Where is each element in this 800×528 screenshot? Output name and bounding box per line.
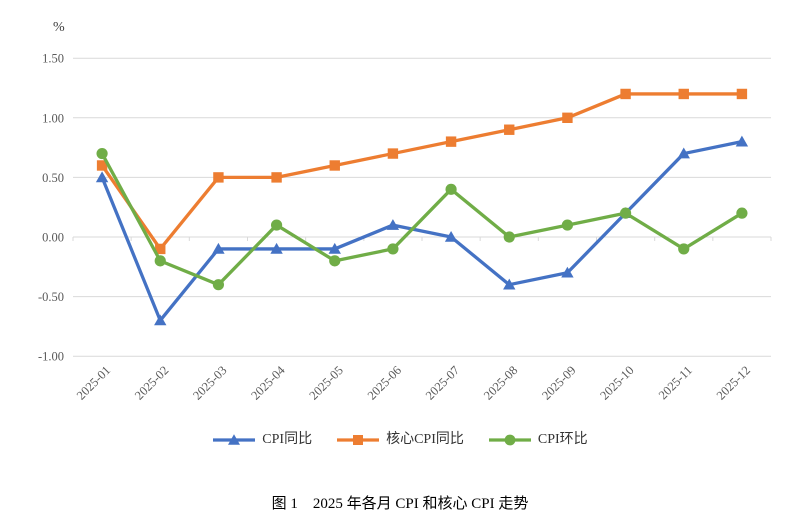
svg-text:2025-01: 2025-01 <box>74 363 113 402</box>
y-axis-unit-label: % <box>53 20 65 35</box>
figure-caption: 图 1 2025 年各月 CPI 和核心 CPI 走势 <box>271 496 529 512</box>
legend-marker-triangle-icon <box>213 434 256 445</box>
svg-text:2025-03: 2025-03 <box>190 363 229 402</box>
svg-text:2025-09: 2025-09 <box>539 363 578 402</box>
cpi-line-chart: 1.50 1.00 0.50 0.00 -0.50 -1.00 2025-01 2025-02… <box>38 52 772 403</box>
circle-marker-icon <box>504 434 516 446</box>
triangle-marker-icon <box>228 434 241 445</box>
svg-text:2025-10: 2025-10 <box>597 363 636 402</box>
legend-label: CPI同比 <box>262 432 313 447</box>
svg-text:0.00: 0.00 <box>42 231 64 245</box>
svg-text:2025-08: 2025-08 <box>481 363 520 402</box>
legend-item-core-cpi-yoy: 核心CPI同比 <box>336 433 464 447</box>
legend-label: 核心CPI同比 <box>386 432 464 447</box>
legend-marker-circle-icon <box>488 434 531 446</box>
chart-legend: CPI同比 核心CPI同比 CPI环比 <box>0 430 800 450</box>
legend-label: CPI环比 <box>537 432 588 447</box>
svg-text:0.50: 0.50 <box>42 171 64 185</box>
svg-text:2025-02: 2025-02 <box>132 363 171 402</box>
svg-text:2025-07: 2025-07 <box>423 363 462 402</box>
svg-text:-0.50: -0.50 <box>38 290 64 304</box>
svg-text:2025-12: 2025-12 <box>714 363 753 402</box>
legend-marker-square-icon <box>337 435 380 445</box>
legend-item-cpi-mom: CPI环比 <box>488 433 588 447</box>
svg-text:2025-05: 2025-05 <box>307 363 346 402</box>
svg-text:-1.00: -1.00 <box>38 350 64 364</box>
svg-text:2025-11: 2025-11 <box>656 363 695 402</box>
svg-text:1.50: 1.50 <box>42 52 64 66</box>
svg-text:2025-06: 2025-06 <box>365 363 404 402</box>
square-marker-icon <box>353 435 364 445</box>
legend-item-cpi-yoy: CPI同比 <box>212 433 312 447</box>
svg-text:1.00: 1.00 <box>42 111 64 125</box>
svg-text:2025-04: 2025-04 <box>248 363 288 403</box>
